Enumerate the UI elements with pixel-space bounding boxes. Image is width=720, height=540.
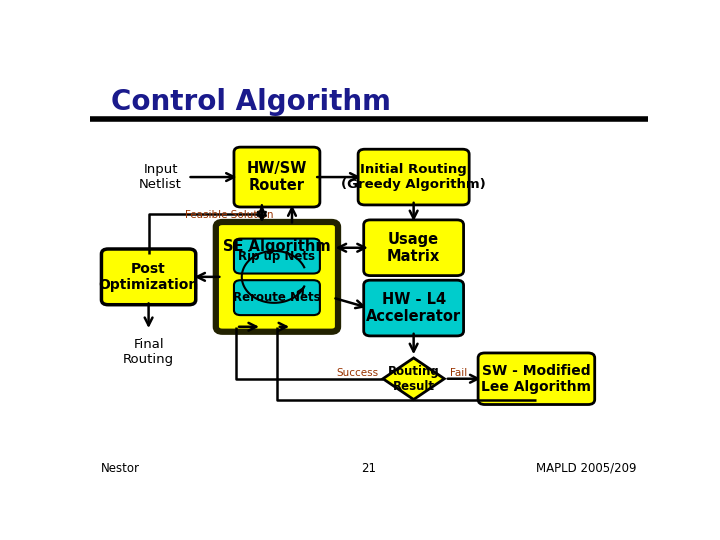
Text: Fail: Fail bbox=[450, 368, 467, 379]
Text: Routing
Result: Routing Result bbox=[388, 364, 439, 393]
Text: Final
Routing: Final Routing bbox=[123, 338, 174, 366]
Text: Post
Optimization: Post Optimization bbox=[99, 262, 199, 292]
Text: HW/SW
Router: HW/SW Router bbox=[247, 161, 307, 193]
Text: Rip up Nets: Rip up Nets bbox=[238, 249, 315, 262]
FancyBboxPatch shape bbox=[234, 280, 320, 315]
Text: HW - L4
Accelerator: HW - L4 Accelerator bbox=[366, 292, 462, 324]
Text: Initial Routing
(Greedy Algorithm): Initial Routing (Greedy Algorithm) bbox=[341, 163, 486, 191]
Text: Nestor: Nestor bbox=[101, 462, 140, 475]
Text: SW - Modified
Lee Algorithm: SW - Modified Lee Algorithm bbox=[482, 363, 591, 394]
FancyBboxPatch shape bbox=[234, 147, 320, 207]
Text: Usage
Matrix: Usage Matrix bbox=[387, 232, 440, 264]
FancyBboxPatch shape bbox=[478, 353, 595, 404]
FancyBboxPatch shape bbox=[234, 239, 320, 274]
Text: 21: 21 bbox=[361, 462, 377, 475]
Text: MAPLD 2005/209: MAPLD 2005/209 bbox=[536, 462, 637, 475]
Text: Control Algorithm: Control Algorithm bbox=[111, 87, 391, 116]
FancyBboxPatch shape bbox=[102, 249, 196, 305]
FancyBboxPatch shape bbox=[234, 239, 320, 274]
Text: SE Algorithm: SE Algorithm bbox=[223, 239, 330, 254]
FancyBboxPatch shape bbox=[358, 149, 469, 205]
FancyBboxPatch shape bbox=[234, 280, 320, 315]
FancyBboxPatch shape bbox=[364, 280, 464, 336]
Text: Input
Netlist: Input Netlist bbox=[139, 163, 182, 191]
Text: Rip up Nets: Rip up Nets bbox=[238, 249, 315, 262]
FancyBboxPatch shape bbox=[216, 222, 338, 332]
Text: Reroute Nets: Reroute Nets bbox=[233, 291, 320, 304]
Text: Success: Success bbox=[337, 368, 379, 379]
Polygon shape bbox=[383, 358, 444, 400]
Text: Feasible Solution: Feasible Solution bbox=[185, 210, 274, 220]
FancyBboxPatch shape bbox=[364, 220, 464, 275]
Text: Reroute Nets: Reroute Nets bbox=[233, 291, 320, 304]
